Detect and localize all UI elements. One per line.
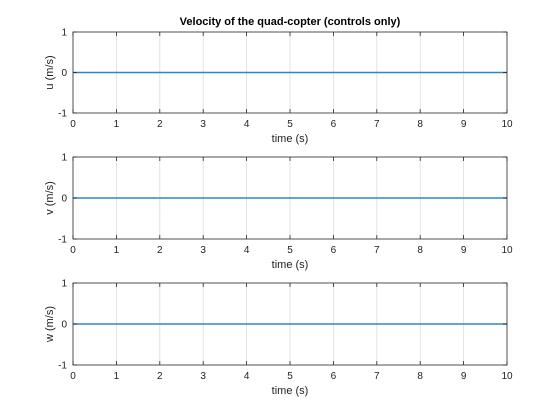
x-tick-label: 2	[157, 371, 163, 382]
x-tick-label: 2	[157, 245, 163, 256]
x-tick-label: 8	[417, 371, 423, 382]
x-tick-label: 8	[417, 245, 423, 256]
y-axis-label: v (m/s)	[44, 181, 56, 215]
x-axis-label: time (s)	[272, 259, 309, 271]
x-axis-label: time (s)	[272, 133, 309, 145]
x-tick-label: 0	[70, 371, 76, 382]
x-tick-label: 4	[244, 371, 250, 382]
x-tick-label: 7	[374, 371, 380, 382]
y-axis-label: w (m/s)	[44, 306, 56, 343]
x-tick-label: 4	[244, 245, 250, 256]
y-tick-label: 0	[61, 194, 67, 205]
x-tick-label: 8	[417, 119, 423, 130]
x-tick-label: 5	[287, 371, 293, 382]
x-tick-label: 10	[501, 371, 513, 382]
x-tick-label: 10	[501, 245, 513, 256]
y-tick-label: -1	[58, 109, 67, 120]
x-axis-label: time (s)	[272, 385, 309, 397]
y-tick-label: 1	[61, 28, 67, 39]
x-tick-label: 1	[114, 119, 120, 130]
y-tick-label: 0	[61, 68, 67, 79]
x-tick-label: 1	[114, 245, 120, 256]
x-tick-label: 9	[461, 119, 467, 130]
x-tick-label: 3	[200, 371, 206, 382]
y-tick-label: 0	[61, 320, 67, 331]
y-tick-label: 1	[61, 279, 67, 290]
y-tick-label: -1	[58, 235, 67, 246]
x-tick-label: 0	[70, 245, 76, 256]
x-tick-label: 0	[70, 119, 76, 130]
chart-title: Velocity of the quad-copter (controls on…	[180, 16, 401, 28]
x-tick-label: 9	[461, 371, 467, 382]
y-tick-label: 1	[61, 153, 67, 164]
x-tick-label: 5	[287, 245, 293, 256]
x-tick-label: 9	[461, 245, 467, 256]
x-tick-label: 6	[331, 371, 337, 382]
y-axis-label: u (m/s)	[44, 55, 56, 89]
x-tick-label: 2	[157, 119, 163, 130]
x-tick-label: 4	[244, 119, 250, 130]
x-tick-label: 3	[200, 119, 206, 130]
x-tick-label: 3	[200, 245, 206, 256]
x-tick-label: 1	[114, 371, 120, 382]
x-tick-label: 6	[331, 245, 337, 256]
x-tick-label: 10	[501, 119, 513, 130]
x-tick-label: 7	[374, 245, 380, 256]
x-tick-label: 6	[331, 119, 337, 130]
x-tick-label: 5	[287, 119, 293, 130]
x-tick-label: 7	[374, 119, 380, 130]
y-tick-label: -1	[58, 361, 67, 372]
